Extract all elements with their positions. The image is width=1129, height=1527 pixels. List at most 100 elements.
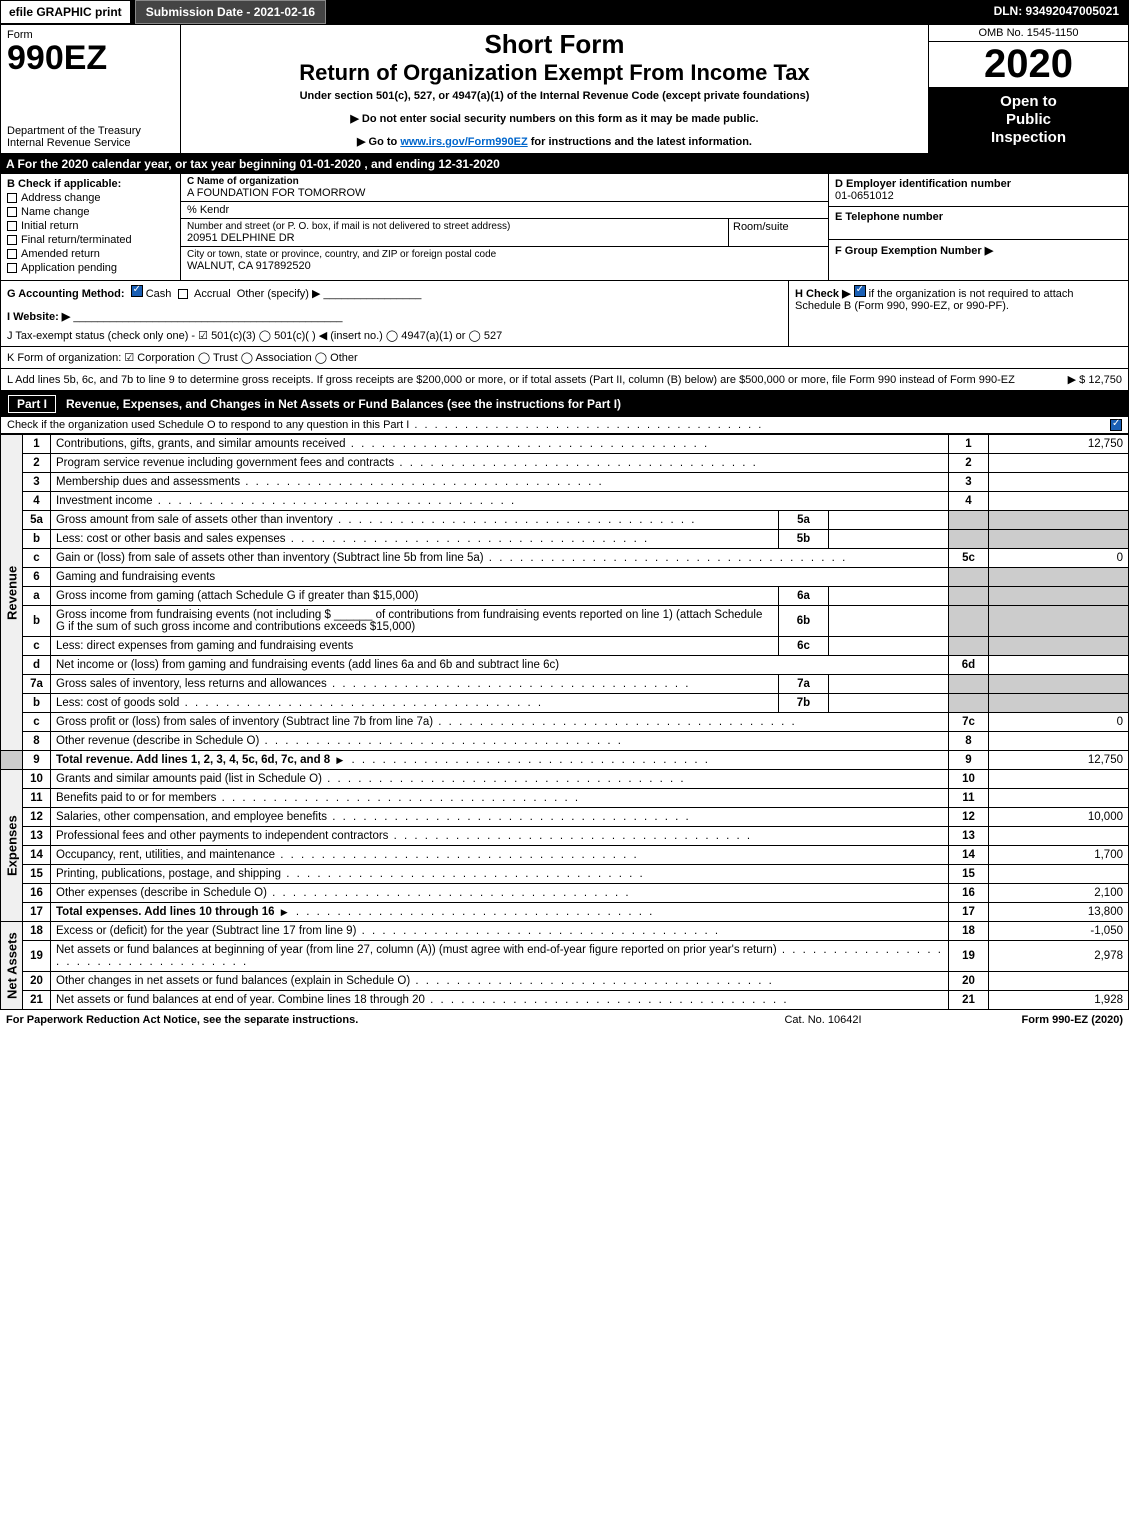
line-18-value: -1,050 [989,922,1129,941]
chk-accrual[interactable] [178,289,188,299]
page-footer: For Paperwork Reduction Act Notice, see … [0,1010,1129,1030]
line-13: 13 Professional fees and other payments … [1,827,1129,846]
part-i-title: Revenue, Expenses, and Changes in Net As… [66,397,621,411]
chk-name-change[interactable]: Name change [7,206,174,218]
paperwork-notice: For Paperwork Reduction Act Notice, see … [6,1014,723,1026]
line-5c: c Gain or (loss) from sale of assets oth… [1,549,1129,568]
dept-line2: Internal Revenue Service [7,137,174,149]
inspect-line3: Inspection [933,129,1124,147]
line-16: 16 Other expenses (describe in Schedule … [1,884,1129,903]
room-suite-label: Room/suite [728,219,828,246]
city-cell: City or town, state or province, country… [181,247,828,274]
header-mid: Short Form Return of Organization Exempt… [181,25,928,153]
line-17: 17 Total expenses. Add lines 10 through … [1,903,1129,922]
line-18: Net Assets 18 Excess or (deficit) for th… [1,922,1129,941]
lines-table: Revenue 1 Contributions, gifts, grants, … [0,434,1129,1010]
column-right: D Employer identification number 01-0651… [828,174,1128,280]
line-16-value: 2,100 [989,884,1129,903]
line-9-value: 12,750 [989,751,1129,770]
ssn-notice: ▶ Do not enter social security numbers o… [189,112,920,125]
tax-period-bar: A For the 2020 calendar year, or tax yea… [0,154,1129,174]
revenue-side-label: Revenue [1,435,23,751]
street-cell: Number and street (or P. O. box, if mail… [181,219,828,247]
goto-notice: ▶ Go to www.irs.gov/Form990EZ for instru… [189,135,920,148]
line-1: Revenue 1 Contributions, gifts, grants, … [1,435,1129,454]
chk-amended-return[interactable]: Amended return [7,248,174,260]
org-name-value: A FOUNDATION FOR TOMORROW [187,187,822,199]
street-label: Number and street (or P. O. box, if mail… [187,221,724,232]
line-21: 21 Net assets or fund balances at end of… [1,991,1129,1010]
inspect-line2: Public [933,111,1124,129]
row-g-h: G Accounting Method: Cash Accrual Other … [0,281,1129,347]
header-right: OMB No. 1545-1150 2020 Open to Public In… [928,25,1128,153]
line-6a: a Gross income from gaming (attach Sched… [1,587,1129,606]
chk-schedule-b[interactable] [854,285,866,297]
line-3: 3 Membership dues and assessments 3 [1,473,1129,492]
dept-line1: Department of the Treasury [7,125,174,137]
form-ref: Form 990-EZ (2020) [923,1014,1123,1026]
efile-print-label[interactable]: efile GRAPHIC print [0,0,131,24]
line-1-desc: Contributions, gifts, grants, and simila… [51,435,949,454]
line-12: 12 Salaries, other compensation, and emp… [1,808,1129,827]
column-c: C Name of organization A FOUNDATION FOR … [181,174,828,280]
accounting-method: G Accounting Method: Cash Accrual Other … [1,281,788,346]
line-17-value: 13,800 [989,903,1129,922]
line-2: 2 Program service revenue including gove… [1,454,1129,473]
city-label: City or town, state or province, country… [187,249,822,260]
open-to-public: Open to Public Inspection [929,87,1128,153]
chk-schedule-o[interactable] [1110,419,1122,431]
line-1-value: 12,750 [989,435,1129,454]
omb-number: OMB No. 1545-1150 [929,25,1128,42]
line-19: 19 Net assets or fund balances at beginn… [1,941,1129,972]
ein-label: D Employer identification number [835,178,1122,190]
schedule-b-check: H Check ▶ if the organization is not req… [788,281,1128,346]
other-specify: Other (specify) ▶ [237,288,321,300]
line-5a: 5a Gross amount from sale of assets othe… [1,511,1129,530]
line-6b: b Gross income from fundraising events (… [1,606,1129,637]
care-of-cell: % Kendr [181,202,828,219]
column-b: B Check if applicable: Address change Na… [1,174,181,280]
h-label: H Check ▶ [795,288,851,300]
line-14-value: 1,700 [989,846,1129,865]
line-14: 14 Occupancy, rent, utilities, and maint… [1,846,1129,865]
col-b-title: B Check if applicable: [7,178,174,190]
dln-label: DLN: 93492047005021 [984,0,1129,24]
line-8: 8 Other revenue (describe in Schedule O)… [1,732,1129,751]
under-section: Under section 501(c), 527, or 4947(a)(1)… [189,90,920,102]
city-value: WALNUT, CA 917892520 [187,260,822,272]
line-7a: 7a Gross sales of inventory, less return… [1,675,1129,694]
chk-application-pending[interactable]: Application pending [7,262,174,274]
line-4: 4 Investment income 4 [1,492,1129,511]
ein-value: 01-0651012 [835,190,1122,202]
line-21-value: 1,928 [989,991,1129,1010]
line-20: 20 Other changes in net assets or fund b… [1,972,1129,991]
irs-link[interactable]: www.irs.gov/Form990EZ [400,136,527,148]
part-i-label: Part I [8,395,56,413]
line-9: 9 Total revenue. Add lines 1, 2, 3, 4, 5… [1,751,1129,770]
line-6: 6 Gaming and fundraising events [1,568,1129,587]
chk-initial-return[interactable]: Initial return [7,220,174,232]
street-value: 20951 DELPHINE DR [187,232,724,244]
row-l-text: L Add lines 5b, 6c, and 7b to line 9 to … [7,374,1022,386]
chk-cash[interactable] [131,285,143,297]
row-k: K Form of organization: ☑ Corporation ◯ … [0,347,1129,369]
line-15: 15 Printing, publications, postage, and … [1,865,1129,884]
line-6d: d Net income or (loss) from gaming and f… [1,656,1129,675]
form-header: Form 990EZ Department of the Treasury In… [0,24,1129,154]
website-label: I Website: ▶ [7,311,70,323]
g-label: G Accounting Method: [7,288,125,300]
org-name-label: C Name of organization [187,176,822,187]
chk-address-change[interactable]: Address change [7,192,174,204]
line-10: Expenses 10 Grants and similar amounts p… [1,770,1129,789]
expenses-side-label: Expenses [1,770,23,922]
header-left: Form 990EZ Department of the Treasury In… [1,25,181,153]
line-7b: b Less: cost of goods sold 7b [1,694,1129,713]
chk-final-return[interactable]: Final return/terminated [7,234,174,246]
group-exemption-label: F Group Exemption Number ▶ [835,244,1122,257]
top-bar: efile GRAPHIC print Submission Date - 20… [0,0,1129,24]
row-l: L Add lines 5b, 6c, and 7b to line 9 to … [0,369,1129,391]
line-7c: c Gross profit or (loss) from sales of i… [1,713,1129,732]
phone-label: E Telephone number [835,211,1122,223]
submission-date-label: Submission Date - 2021-02-16 [135,0,326,24]
ein-cell: D Employer identification number 01-0651… [829,174,1128,207]
